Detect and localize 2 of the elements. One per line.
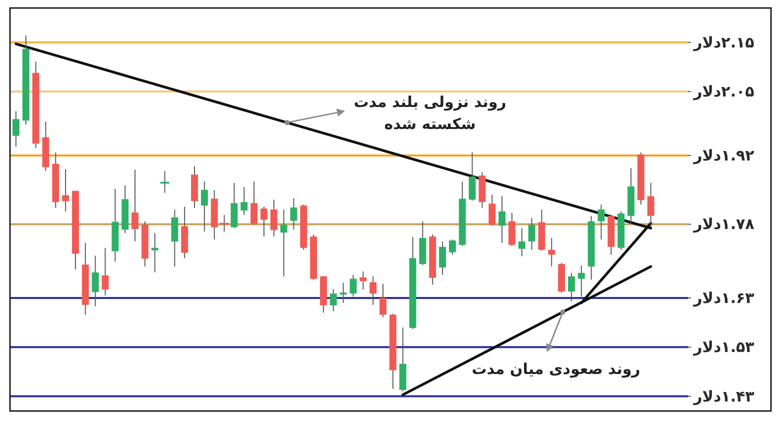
annotation: روند صعودی میان مدت <box>472 360 640 378</box>
annotation: روند نزولی بلند مدت شکسته شده <box>354 93 506 133</box>
